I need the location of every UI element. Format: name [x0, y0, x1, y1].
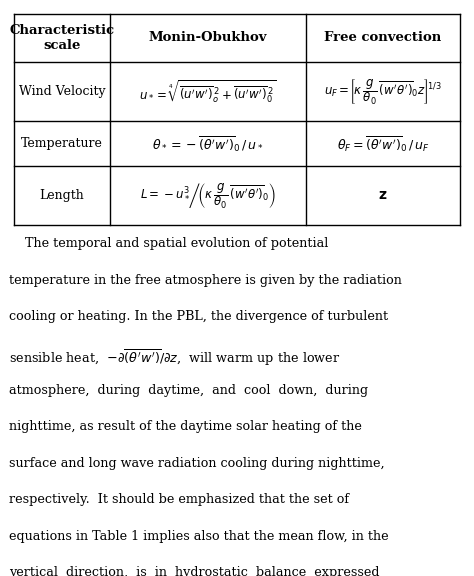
Text: The temporal and spatial evolution of potential: The temporal and spatial evolution of po…	[9, 237, 329, 251]
Text: cooling or heating. In the PBL, the divergence of turbulent: cooling or heating. In the PBL, the dive…	[9, 310, 389, 324]
Text: $\theta_* = -\overline{(\theta'w')}_0\,/\,u_*$: $\theta_* = -\overline{(\theta'w')}_0\,/…	[153, 134, 264, 154]
Text: $u_F = \!\left[\kappa\,\dfrac{g}{\theta_0}\,\overline{(w'\theta')}_0 z\right]^{\: $u_F = \!\left[\kappa\,\dfrac{g}{\theta_…	[324, 77, 442, 106]
Text: equations in Table 1 implies also that the mean flow, in the: equations in Table 1 implies also that t…	[9, 530, 389, 543]
Text: $\theta_F = \overline{(\theta'w')}_0\,/\,u_F$: $\theta_F = \overline{(\theta'w')}_0\,/\…	[337, 134, 429, 154]
Text: vertical  direction,  is  in  hydrostatic  balance  expressed: vertical direction, is in hydrostatic ba…	[9, 567, 380, 576]
Text: Wind Velocity: Wind Velocity	[19, 85, 105, 98]
Text: surface and long wave radiation cooling during nighttime,: surface and long wave radiation cooling …	[9, 457, 385, 470]
Text: $\mathbf{z}$: $\mathbf{z}$	[378, 188, 388, 202]
Text: nighttime, as result of the daytime solar heating of the: nighttime, as result of the daytime sola…	[9, 420, 362, 433]
Text: Characteristic
scale: Characteristic scale	[9, 24, 115, 52]
Text: sensible heat,  $-\partial\overline{(\theta'w')}/\partial z$,  will warm up the : sensible heat, $-\partial\overline{(\the…	[9, 347, 341, 367]
Text: Temperature: Temperature	[21, 137, 103, 150]
Text: Monin-Obukhov: Monin-Obukhov	[149, 32, 267, 44]
Text: respectively.  It should be emphasized that the set of: respectively. It should be emphasized th…	[9, 493, 350, 506]
Text: Free convection: Free convection	[324, 32, 442, 44]
Text: atmosphere,  during  daytime,  and  cool  down,  during: atmosphere, during daytime, and cool dow…	[9, 384, 369, 397]
Text: $u_* = \sqrt[4]{\overline{(u'w')}_o^{\,2} + \overline{(u'w')}_0^{\,2}}$: $u_* = \sqrt[4]{\overline{(u'w')}_o^{\,2…	[139, 78, 277, 105]
Text: Length: Length	[40, 189, 84, 202]
Text: temperature in the free atmosphere is given by the radiation: temperature in the free atmosphere is gi…	[9, 274, 402, 287]
Text: $L = -u_*^3\!\left/\!\left(\kappa\,\dfrac{g}{\theta_0}\,\overline{(w'\theta')}_0: $L = -u_*^3\!\left/\!\left(\kappa\,\dfra…	[140, 181, 276, 210]
